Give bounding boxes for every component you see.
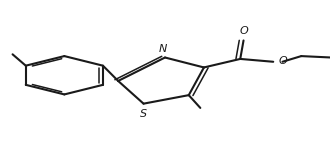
Text: O: O	[239, 26, 248, 36]
Text: S: S	[140, 109, 147, 119]
Text: O: O	[278, 56, 287, 66]
Text: N: N	[159, 44, 168, 54]
